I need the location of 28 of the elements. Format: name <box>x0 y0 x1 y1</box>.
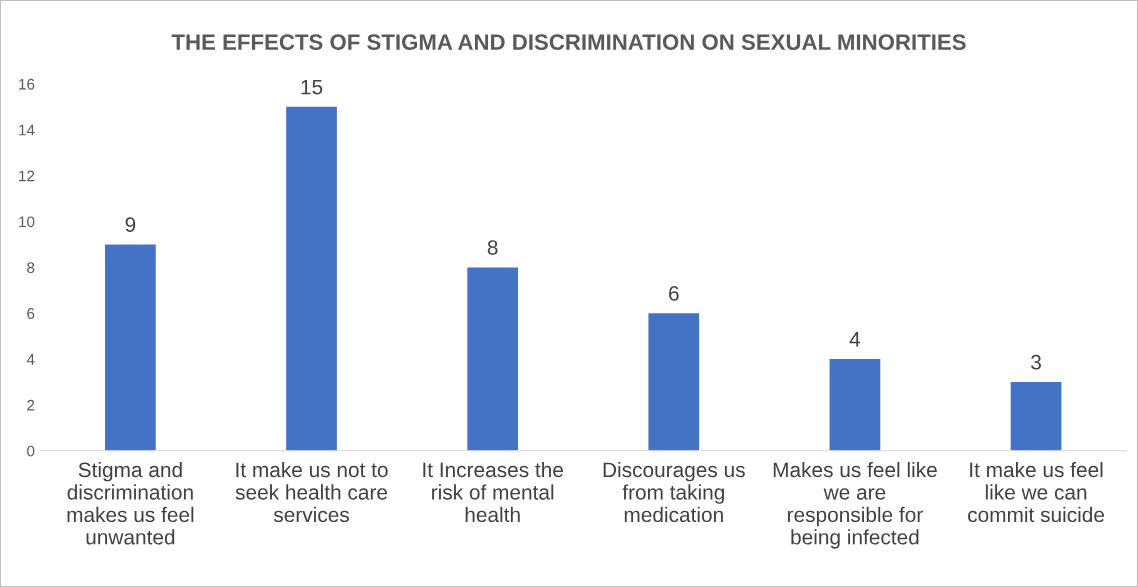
y-tick-label: 4 <box>26 354 35 365</box>
y-tick-label: 6 <box>27 308 35 319</box>
x-tick-label: Discourages us from taking medication <box>603 461 745 523</box>
bar <box>105 244 156 451</box>
bar <box>286 106 337 451</box>
data-label: 3 <box>1031 354 1041 370</box>
bar <box>829 359 881 451</box>
y-tick-label: 8 <box>27 262 35 274</box>
x-tick-label: Makes us feel like we are responsible for being infected <box>773 461 937 549</box>
data-label: 9 <box>125 217 136 232</box>
x-tick-label: It Increases the risk of mental health <box>423 461 563 523</box>
bar <box>1010 382 1062 451</box>
bar <box>648 313 700 451</box>
y-tick-label: 0 <box>27 445 35 457</box>
data-label: 15 <box>301 79 323 95</box>
bar <box>467 267 519 451</box>
chart-title: THE EFFECTS OF STIGMA AND DISCRIMINATION ON SEXUAL MINORITIES <box>171 34 966 50</box>
x-tick-label: It make us feel like we can commit suicide <box>968 461 1105 523</box>
y-tick-label: 16 <box>19 78 35 90</box>
data-label: 6 <box>669 286 679 301</box>
y-tick-label: 14 <box>19 124 35 136</box>
y-tick-label: 10 <box>19 216 35 228</box>
x-tick-label: It make us not to seek health care services <box>235 461 388 523</box>
data-label: 8 <box>487 240 498 255</box>
data-label: 4 <box>849 332 861 347</box>
y-tick-label: 2 <box>27 399 35 411</box>
y-tick-label: 12 <box>19 170 35 182</box>
x-tick-label: Stigma and discrimination makes us feel unwanted <box>67 461 194 545</box>
